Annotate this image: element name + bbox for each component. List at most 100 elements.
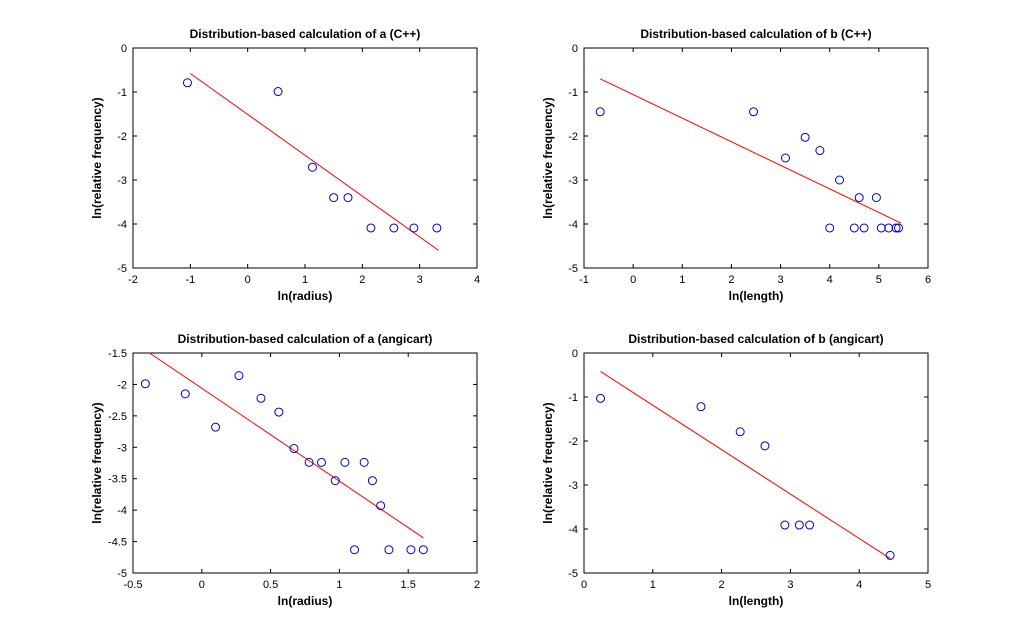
data-point xyxy=(329,193,339,203)
data-point xyxy=(596,393,606,403)
x-tick-label: 0 xyxy=(245,274,251,286)
x-tick-label: 1 xyxy=(679,274,685,286)
data-point xyxy=(849,223,859,233)
y-tick-label: -2 xyxy=(117,131,127,143)
y-tick-label: -5 xyxy=(117,568,127,580)
data-point xyxy=(815,146,825,156)
plot-area-frame xyxy=(583,352,929,574)
data-point xyxy=(350,545,360,555)
y-tick-label: 0 xyxy=(572,43,578,55)
data-point xyxy=(891,223,901,233)
y-tick-label: -2.5 xyxy=(108,411,127,423)
x-tick-label: 2 xyxy=(474,579,480,591)
data-point xyxy=(696,402,706,412)
fit-line xyxy=(149,352,424,539)
y-tick-label: -3 xyxy=(568,175,578,187)
y-tick-label: -4 xyxy=(117,219,127,231)
y-tick-label: -4 xyxy=(568,219,578,231)
y-tick-label: -5 xyxy=(568,568,578,580)
data-point xyxy=(854,193,864,203)
x-tick-label: 1 xyxy=(302,274,308,286)
x-tick-label: -2 xyxy=(128,274,138,286)
fit-line xyxy=(600,371,891,559)
y-axis-label: ln(relative frequency) xyxy=(541,97,555,218)
x-axis-label: ln(length) xyxy=(729,594,784,608)
y-axis-label: ln(relative frequency) xyxy=(541,402,555,523)
data-point xyxy=(749,107,759,117)
x-axis-label: ln(length) xyxy=(729,289,784,303)
data-point xyxy=(274,407,284,417)
x-tick-label: 1 xyxy=(336,579,342,591)
x-tick-label: 2 xyxy=(359,274,365,286)
y-tick-label: -4.5 xyxy=(108,537,127,549)
data-point xyxy=(389,223,399,233)
data-point xyxy=(273,87,283,97)
data-point xyxy=(140,379,150,389)
x-tick-label: 3 xyxy=(417,274,423,286)
y-tick-label: -1 xyxy=(568,392,578,404)
data-point xyxy=(409,223,419,233)
x-tick-label: 4 xyxy=(474,274,480,286)
x-tick-label: -0.5 xyxy=(124,579,143,591)
data-point xyxy=(359,457,369,467)
data-point xyxy=(835,175,845,185)
chart-title: Distribution-based calculation of b (C++… xyxy=(640,27,871,41)
y-tick-label: -1.5 xyxy=(108,348,127,360)
y-tick-label: -2 xyxy=(117,379,127,391)
y-tick-label: -3 xyxy=(117,175,127,187)
x-tick-label: 3 xyxy=(787,579,793,591)
data-point xyxy=(367,476,377,486)
plot-area-frame xyxy=(132,47,478,269)
data-point xyxy=(780,153,790,163)
x-tick-label: 0 xyxy=(199,579,205,591)
subplot-a-angicart: -0.5 0 0.5 1 1.5 2 -5 -4.5 -4 -3.5 -3 -2.5 -2 -1.5 Dis… xyxy=(90,332,480,608)
data-point xyxy=(289,444,299,454)
chart-title: Distribution-based calculation of a (C++… xyxy=(190,27,421,41)
data-point xyxy=(384,545,394,555)
data-point xyxy=(805,520,815,530)
y-tick-label: -5 xyxy=(568,263,578,275)
y-tick-label: -2 xyxy=(568,436,578,448)
x-tick-label: 6 xyxy=(925,274,931,286)
data-point xyxy=(885,550,895,560)
y-tick-label: -3 xyxy=(568,480,578,492)
data-point xyxy=(211,422,221,432)
data-point xyxy=(735,427,745,437)
y-tick-label: -3.5 xyxy=(108,474,127,486)
x-tick-label: -1 xyxy=(185,274,195,286)
x-tick-label: 0 xyxy=(581,579,587,591)
y-axis-label: ln(relative frequency) xyxy=(90,97,104,218)
plot-area-frame xyxy=(583,47,929,269)
y-tick-label: -2 xyxy=(568,131,578,143)
fit-line xyxy=(600,78,902,224)
data-point xyxy=(307,162,317,172)
x-axis-label: ln(radius) xyxy=(278,594,333,608)
y-tick-label: 0 xyxy=(121,43,127,55)
x-tick-label: 3 xyxy=(778,274,784,286)
data-point xyxy=(876,223,886,233)
x-tick-label: 4 xyxy=(856,579,862,591)
x-tick-label: 4 xyxy=(827,274,833,286)
fit-line xyxy=(190,73,439,251)
x-axis-label: ln(radius) xyxy=(278,289,333,303)
y-tick-label: -5 xyxy=(117,263,127,275)
data-point xyxy=(376,501,386,511)
x-tick-label: 5 xyxy=(876,274,882,286)
data-point xyxy=(595,107,605,117)
y-axis-label: ln(relative frequency) xyxy=(90,402,104,523)
subplot-a-cpp: -2 -1 0 1 2 3 4 -5 -4 -3 -2 -1 0 Distribution-based c… xyxy=(90,27,480,303)
data-point xyxy=(343,193,353,203)
data-point xyxy=(825,223,835,233)
data-point xyxy=(884,223,894,233)
data-point xyxy=(340,457,350,467)
x-tick-label: 0.5 xyxy=(263,579,278,591)
x-tick-label: 0 xyxy=(630,274,636,286)
data-point xyxy=(894,223,904,233)
data-point xyxy=(780,520,790,530)
x-tick-label: 2 xyxy=(719,579,725,591)
data-point xyxy=(256,393,266,403)
data-point xyxy=(304,457,314,467)
y-tick-label: -1 xyxy=(568,87,578,99)
